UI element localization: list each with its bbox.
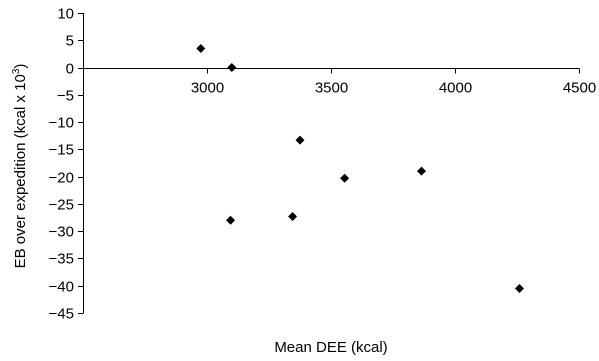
y-tick-label: −5	[57, 88, 74, 105]
axes-layer	[83, 13, 579, 313]
data-point	[226, 215, 236, 225]
x-tick-label: 4000	[439, 80, 472, 97]
data-point	[417, 166, 427, 176]
y-tick-label: −30	[49, 224, 74, 241]
x-tick-label: 3000	[191, 80, 224, 97]
y-axis-title-suffix: )	[12, 64, 29, 69]
y-ticks: 10 5 0 −5 −10 −15 −20 −25 −30 −35 −40 −45	[49, 6, 84, 323]
data-point	[514, 283, 524, 293]
y-axis-title: EB over expedition (kcal x 103)	[11, 64, 29, 269]
x-tick-label: 3500	[315, 80, 348, 97]
y-tick-label: −25	[49, 197, 74, 214]
y-axis-title-prefix: EB over expedition (kcal x 10	[12, 74, 29, 268]
x-axis-title: Mean DEE (kcal)	[274, 339, 387, 356]
y-tick-label: 5	[66, 33, 74, 50]
y-tick-label: −15	[49, 142, 74, 159]
y-tick-label: −20	[49, 170, 74, 187]
y-tick-label: −10	[49, 115, 74, 132]
y-tick-label: −40	[49, 279, 74, 296]
data-point	[196, 43, 206, 53]
y-tick-label: −35	[49, 251, 74, 268]
y-axis-title-superscript: 3	[11, 68, 22, 74]
data-point	[227, 63, 237, 73]
y-tick-label: 10	[57, 6, 74, 23]
data-point	[340, 173, 350, 183]
y-tick-label: 0	[66, 61, 74, 78]
x-ticks: 3000 3500 4000 4500	[191, 68, 596, 97]
y-tick-label: −45	[49, 306, 74, 323]
data-point	[295, 135, 305, 145]
data-points	[196, 43, 524, 293]
data-point	[288, 211, 298, 221]
x-tick-label: 4500	[563, 80, 596, 97]
